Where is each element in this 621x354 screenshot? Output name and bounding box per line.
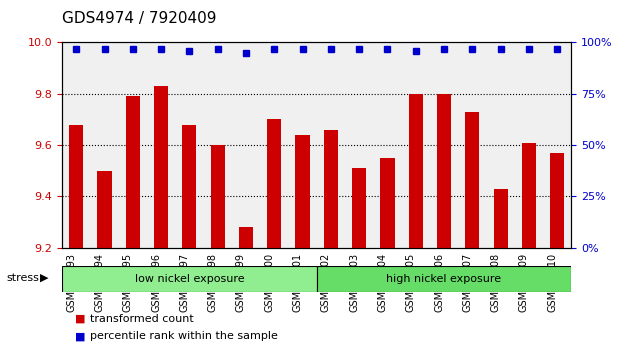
- Bar: [494, 189, 507, 248]
- Text: GDS4974 / 7920409: GDS4974 / 7920409: [62, 11, 217, 25]
- Bar: [380, 158, 394, 248]
- Text: stress: stress: [6, 273, 39, 283]
- Bar: [211, 145, 225, 248]
- Bar: [437, 94, 451, 248]
- FancyBboxPatch shape: [317, 266, 571, 292]
- Bar: [183, 125, 196, 248]
- Bar: [125, 96, 140, 248]
- Bar: [296, 135, 310, 248]
- Text: high nickel exposure: high nickel exposure: [386, 274, 502, 284]
- Text: transformed count: transformed count: [90, 314, 194, 324]
- Text: ■: ■: [75, 331, 85, 341]
- Bar: [522, 143, 536, 248]
- Bar: [352, 168, 366, 248]
- Text: ▶: ▶: [40, 273, 49, 283]
- Bar: [267, 120, 281, 248]
- Bar: [550, 153, 564, 248]
- Bar: [97, 171, 112, 248]
- Bar: [154, 86, 168, 248]
- Text: percentile rank within the sample: percentile rank within the sample: [90, 331, 278, 341]
- FancyBboxPatch shape: [62, 266, 317, 292]
- Text: low nickel exposure: low nickel exposure: [135, 274, 244, 284]
- Bar: [69, 125, 83, 248]
- Text: ■: ■: [75, 314, 85, 324]
- Bar: [465, 112, 479, 248]
- Bar: [409, 94, 423, 248]
- Bar: [324, 130, 338, 248]
- Bar: [239, 227, 253, 248]
